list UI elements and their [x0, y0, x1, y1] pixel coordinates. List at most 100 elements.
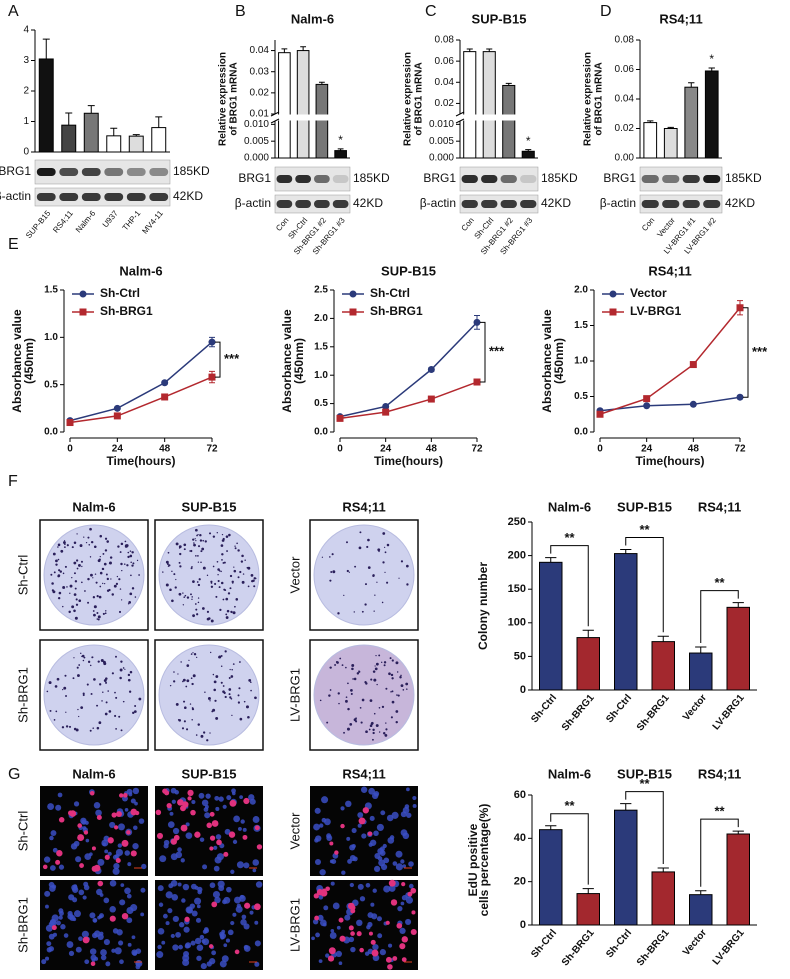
colony: [131, 587, 135, 590]
nucleus: [329, 932, 337, 939]
nucleus: [209, 958, 216, 965]
edu-nucleus: [173, 834, 180, 841]
nucleus: [140, 887, 146, 893]
blot-band: [481, 200, 498, 208]
blot-size-label: 42KD: [353, 196, 383, 210]
nucleus: [376, 916, 382, 922]
nucleus: [219, 960, 227, 968]
point: [643, 402, 651, 410]
colony: [76, 674, 80, 678]
nucleus: [347, 859, 352, 864]
blot-row-label: BRG1: [603, 171, 636, 185]
colony: [397, 694, 400, 697]
y-axis-label: Absorbance value: [10, 309, 24, 413]
colony: [99, 555, 101, 558]
colony: [346, 541, 348, 544]
edu-nucleus: [83, 830, 89, 835]
edu-nucleus: [119, 793, 124, 798]
nucleus: [215, 806, 220, 811]
legend-label: Sh-Ctrl: [100, 286, 140, 300]
error-bar: [300, 46, 307, 51]
colony: [194, 603, 197, 605]
colony: [237, 576, 240, 579]
nucleus: [90, 954, 97, 961]
error-bar: [582, 888, 594, 894]
colony: [328, 694, 331, 697]
colony: [210, 651, 212, 654]
nucleus: [195, 917, 202, 923]
colony: [183, 548, 186, 551]
nucleus: [186, 907, 194, 914]
colony: [62, 689, 64, 691]
y-tick-label: 0.0: [44, 427, 58, 438]
error-bar: [505, 82, 512, 86]
nucleus: [175, 931, 181, 938]
bar: [61, 124, 77, 153]
colony: [200, 734, 204, 738]
nucleus: [370, 902, 375, 907]
colony: [181, 727, 185, 730]
nucleus: [405, 918, 412, 925]
nucleus: [376, 823, 384, 831]
colony: [372, 670, 376, 673]
colony: [238, 687, 241, 690]
error-bar: [695, 890, 707, 895]
blot-size-label: 185KD: [173, 164, 210, 178]
colony: [207, 696, 211, 700]
row-label: Sh-BRG1: [15, 667, 30, 723]
x-tick-label: 24: [380, 444, 392, 455]
nucleus: [412, 803, 417, 808]
colony: [221, 533, 224, 536]
lane-label: Con: [640, 216, 656, 233]
nucleus: [368, 787, 375, 795]
blot-band: [104, 193, 124, 201]
nucleus: [377, 856, 383, 861]
y-tick-label: 50: [514, 650, 526, 662]
colony: [62, 585, 66, 589]
blot-band: [682, 175, 700, 183]
x-tick-label: Sh-BRG1: [635, 692, 672, 733]
edu-nucleus: [216, 839, 222, 846]
nucleus: [408, 883, 414, 889]
edu-nucleus: [187, 796, 192, 801]
colony: [97, 660, 100, 663]
colony: [188, 659, 190, 661]
error-bar: [318, 81, 325, 85]
colony: [127, 678, 131, 682]
colony: [346, 569, 349, 573]
edu-nucleus: [58, 817, 65, 823]
colony: [113, 584, 117, 588]
break-mark: [270, 111, 280, 117]
edu-nucleus: [358, 817, 366, 825]
colony: [374, 665, 376, 667]
colony: [369, 699, 373, 703]
chart-title: Nalm-6: [291, 11, 334, 26]
nucleus: [372, 888, 377, 893]
nucleus: [233, 815, 241, 823]
nucleus: [345, 800, 352, 808]
colony: [58, 591, 62, 595]
x-tick-label: Sh-Ctrl: [604, 692, 634, 725]
error-bar: [337, 148, 344, 151]
colony: [120, 542, 124, 546]
nucleus: [373, 830, 379, 837]
colony: [76, 666, 79, 669]
nucleus: [344, 914, 351, 921]
colony: [230, 610, 233, 614]
colony: [237, 701, 241, 704]
nucleus: [185, 822, 190, 827]
nucleus: [49, 918, 56, 925]
colony: [124, 540, 127, 543]
nucleus: [311, 936, 315, 941]
colony: [108, 562, 111, 565]
colony: [212, 673, 215, 676]
colony: [105, 701, 108, 704]
colony: [179, 545, 181, 547]
point: [689, 400, 697, 408]
edu-nucleus: [243, 797, 250, 805]
colony: [388, 672, 391, 676]
colony: [73, 561, 77, 565]
x-axis-label: Time(hours): [106, 454, 175, 468]
colony: [228, 693, 231, 696]
edu-nucleus: [130, 808, 138, 816]
